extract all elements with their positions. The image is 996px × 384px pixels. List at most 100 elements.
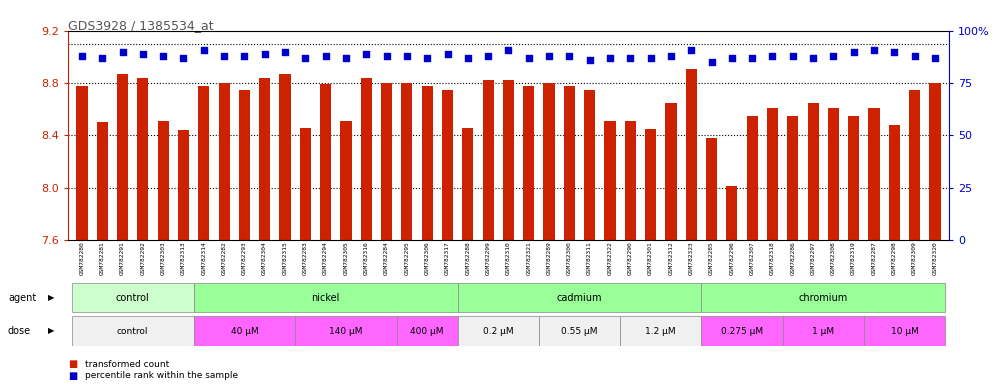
Bar: [544, 83, 555, 240]
Bar: [361, 78, 372, 240]
Bar: [726, 186, 737, 240]
Bar: [178, 130, 189, 240]
Text: GSM782280: GSM782280: [80, 242, 85, 275]
Bar: [218, 83, 230, 240]
Text: transformed count: transformed count: [85, 359, 169, 369]
Text: control: control: [116, 293, 149, 303]
Point: [886, 48, 902, 55]
Text: GSM782314: GSM782314: [201, 242, 206, 275]
Text: GSM782281: GSM782281: [100, 242, 105, 275]
Point: [480, 53, 496, 59]
Bar: [645, 129, 656, 240]
Bar: [401, 83, 412, 240]
Text: GSM782301: GSM782301: [648, 242, 653, 275]
Point: [663, 53, 679, 59]
Text: GSM782286: GSM782286: [790, 242, 795, 275]
Point: [134, 51, 150, 57]
Bar: [523, 86, 534, 240]
Point: [541, 53, 557, 59]
Bar: [767, 108, 778, 240]
Bar: [564, 86, 575, 240]
Bar: [193, 316, 295, 346]
Text: GSM782292: GSM782292: [140, 242, 145, 275]
Bar: [198, 86, 209, 240]
Bar: [869, 108, 879, 240]
Text: GSM782306: GSM782306: [424, 242, 429, 275]
Point: [642, 55, 658, 61]
Bar: [605, 121, 616, 240]
Bar: [685, 69, 697, 240]
Bar: [341, 121, 352, 240]
Text: GSM782322: GSM782322: [608, 242, 613, 275]
Text: GSM782282: GSM782282: [222, 242, 227, 275]
Bar: [787, 116, 799, 240]
Point: [765, 53, 781, 59]
Text: agent: agent: [8, 293, 36, 303]
Bar: [97, 122, 108, 240]
Point: [460, 55, 476, 61]
Point: [683, 46, 699, 53]
Bar: [483, 80, 494, 240]
Text: 400 μM: 400 μM: [410, 326, 444, 336]
Point: [236, 53, 252, 59]
Text: GSM782298: GSM782298: [891, 242, 896, 275]
Point: [399, 53, 415, 59]
Bar: [888, 125, 900, 240]
Point: [785, 53, 801, 59]
Point: [906, 53, 922, 59]
Text: GSM782310: GSM782310: [506, 242, 511, 275]
Bar: [539, 316, 621, 346]
Text: GSM782315: GSM782315: [283, 242, 288, 275]
Text: GSM782318: GSM782318: [770, 242, 775, 275]
Text: GSM782283: GSM782283: [303, 242, 308, 275]
Bar: [808, 103, 819, 240]
Text: GSM782285: GSM782285: [709, 242, 714, 275]
Bar: [624, 121, 635, 240]
Point: [439, 51, 455, 57]
Text: 0.2 μM: 0.2 μM: [483, 326, 514, 336]
Text: percentile rank within the sample: percentile rank within the sample: [85, 371, 238, 380]
Bar: [157, 121, 168, 240]
Point: [562, 53, 578, 59]
Point: [216, 53, 232, 59]
Text: chromium: chromium: [799, 293, 848, 303]
Text: 0.55 μM: 0.55 μM: [562, 326, 598, 336]
Bar: [193, 283, 458, 312]
Text: GSM782294: GSM782294: [323, 242, 328, 275]
Bar: [706, 138, 717, 240]
Point: [378, 53, 394, 59]
Point: [196, 46, 212, 53]
Point: [115, 48, 130, 55]
Text: GSM782308: GSM782308: [831, 242, 836, 275]
Text: GSM782287: GSM782287: [872, 242, 876, 275]
Text: GSM782288: GSM782288: [465, 242, 470, 275]
Text: dose: dose: [8, 326, 31, 336]
Bar: [381, 83, 392, 240]
Bar: [929, 83, 940, 240]
Point: [622, 55, 638, 61]
Text: GSM782320: GSM782320: [932, 242, 937, 275]
Point: [95, 55, 111, 61]
Text: 10 μM: 10 μM: [890, 326, 918, 336]
Point: [602, 55, 618, 61]
Bar: [117, 74, 128, 240]
Bar: [458, 283, 701, 312]
Bar: [701, 316, 783, 346]
Text: GSM782305: GSM782305: [344, 242, 349, 275]
Text: GSM782311: GSM782311: [588, 242, 593, 275]
Point: [175, 55, 191, 61]
Point: [155, 53, 171, 59]
Bar: [259, 78, 270, 240]
Point: [298, 55, 314, 61]
Text: GSM782323: GSM782323: [689, 242, 694, 275]
Text: GSM782304: GSM782304: [262, 242, 267, 275]
Point: [846, 48, 862, 55]
Point: [867, 46, 882, 53]
Text: 1 μM: 1 μM: [812, 326, 835, 336]
Text: cadmium: cadmium: [557, 293, 603, 303]
Bar: [665, 103, 676, 240]
Bar: [280, 74, 291, 240]
Text: GSM782317: GSM782317: [445, 242, 450, 275]
Text: GSM782293: GSM782293: [242, 242, 247, 275]
Text: GSM782291: GSM782291: [121, 242, 125, 275]
